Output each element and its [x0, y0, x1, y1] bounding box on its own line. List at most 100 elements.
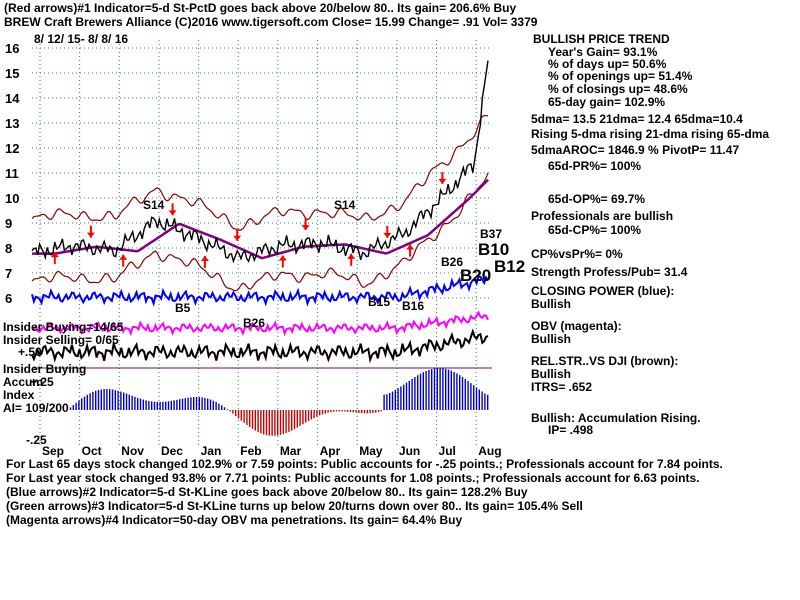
accum-bar [201, 397, 203, 410]
accum-minus25: -.25 [26, 433, 47, 447]
accum-bar [372, 410, 374, 413]
footer-indicator-4: (Magenta arrows)#4 Indicator=50-day OBV … [6, 513, 463, 527]
accum-bar [419, 373, 422, 410]
accum-bar [302, 410, 304, 425]
accum-bar [349, 410, 352, 412]
accum-bar [478, 389, 480, 410]
x-tick-label: Jan [201, 444, 222, 458]
x-tick-label: Apr [320, 444, 341, 458]
accum-bar [97, 390, 100, 410]
accum-bar [117, 390, 119, 410]
accum-bar [125, 393, 128, 410]
accum-bar [111, 389, 114, 410]
accum-label: Accum [3, 375, 44, 389]
accum-bar [72, 405, 74, 410]
accum-bar [316, 410, 318, 417]
pct-openings-up: % of openings up= 51.4% [548, 69, 693, 83]
accum-bar [428, 369, 430, 410]
accum-bar [209, 399, 212, 410]
accum-bar [453, 372, 455, 410]
accum-bar [299, 410, 301, 426]
accum-bar [355, 410, 357, 413]
accum-bar [184, 398, 186, 410]
signal-b12: B12 [494, 257, 526, 276]
ma65-line [32, 178, 489, 260]
insider-buying-count: Insider Buying=14/65 [3, 320, 124, 334]
accum-bar [212, 400, 214, 410]
ai-value: AI= 109/200 [3, 401, 69, 415]
accum-bar [274, 410, 276, 436]
accum-bar [377, 410, 380, 413]
accum-bar [86, 394, 88, 410]
accum-bar [198, 397, 200, 410]
accum-bar [204, 397, 206, 410]
signal-b26-jan: B26 [243, 316, 266, 330]
header-stock-line: BREW Craft Brewers Alliance (C)2016 www.… [4, 15, 538, 29]
accum-bar [95, 390, 97, 410]
obv-line [31, 310, 489, 337]
accum-bar [484, 393, 486, 410]
accum-bar [394, 390, 396, 410]
signal-arrow-head [168, 210, 177, 216]
x-tick-label: Dec [161, 444, 183, 458]
accum-bar [162, 401, 164, 410]
accum-bar [330, 410, 332, 413]
accum-bar [260, 410, 262, 434]
accum-bar [207, 398, 209, 410]
accum-bar [467, 381, 469, 410]
accum-bar [310, 410, 312, 420]
accum-bar [285, 410, 287, 434]
accum-bar [481, 391, 483, 410]
accum-bar [487, 394, 489, 410]
accum-bar [414, 377, 416, 410]
signal-b15: B15 [368, 295, 391, 309]
accum-bar [195, 397, 198, 410]
signal-b26-jul: B26 [441, 255, 464, 269]
pct-days-up: % of days up= 50.6% [548, 57, 667, 71]
cp-value: 65d-CP%= 100% [548, 223, 642, 237]
signal-b16: B16 [402, 299, 425, 313]
dma-values: 5dma= 13.5 21dma= 12.4 65dma=10.4 [531, 112, 743, 126]
accum-bar [347, 410, 349, 412]
accum-bar [470, 383, 472, 410]
closing-power-label: CLOSING POWER (blue): [531, 284, 675, 298]
accum-bar [333, 410, 335, 412]
accum-bar [391, 391, 394, 410]
accum-bar [246, 410, 248, 425]
accum-plus50: +.50 [18, 345, 42, 359]
signal-arrow-head [406, 244, 415, 250]
accum-bar [170, 400, 172, 410]
accum-bar [450, 370, 452, 410]
y-tick-label: 12 [5, 141, 19, 156]
accum-bar [319, 410, 321, 416]
footer-indicator-3: (Green arrows)#3 Indicator=5-d St-KLine … [6, 499, 583, 513]
footer-65day: For Last 65 days stock changed 102.9% or… [6, 457, 723, 471]
signal-s14-nov: S14 [143, 198, 165, 212]
accum-bar [363, 410, 366, 414]
accum-bar [81, 398, 83, 410]
lower-band-line [31, 172, 489, 292]
accum-bar [268, 410, 270, 436]
insider-selling-count: Insider Selling= 0/65 [3, 333, 119, 347]
accum-bar [176, 399, 178, 410]
accum-bar [305, 410, 307, 423]
signal-arrow-head [347, 253, 356, 259]
accum-bar [232, 410, 234, 414]
accum-bar [257, 410, 259, 433]
signal-arrow-head [278, 255, 287, 261]
accum-bar [83, 396, 86, 410]
accum-bar [263, 410, 265, 435]
accum-bar [335, 410, 338, 412]
closing-power-line [31, 275, 489, 307]
signal-arrow-head [301, 225, 310, 231]
x-tick-label: May [359, 444, 383, 458]
footer-indicator-2: (Blue arrows)#2 Indicator=5-d St-KLine g… [6, 485, 528, 499]
pct-closings-up: % of closings up= 48.6% [548, 82, 688, 96]
accum-status: Bullish: Accumulation Rising. [531, 411, 701, 425]
accum-bar [386, 394, 388, 410]
x-tick-label: Jul [439, 444, 456, 458]
op-value: 65d-OP%= 69.7% [548, 192, 646, 206]
x-tick-label: Oct [82, 444, 102, 458]
cp-vs-pr: CP%vsPr%= 0% [531, 247, 623, 261]
